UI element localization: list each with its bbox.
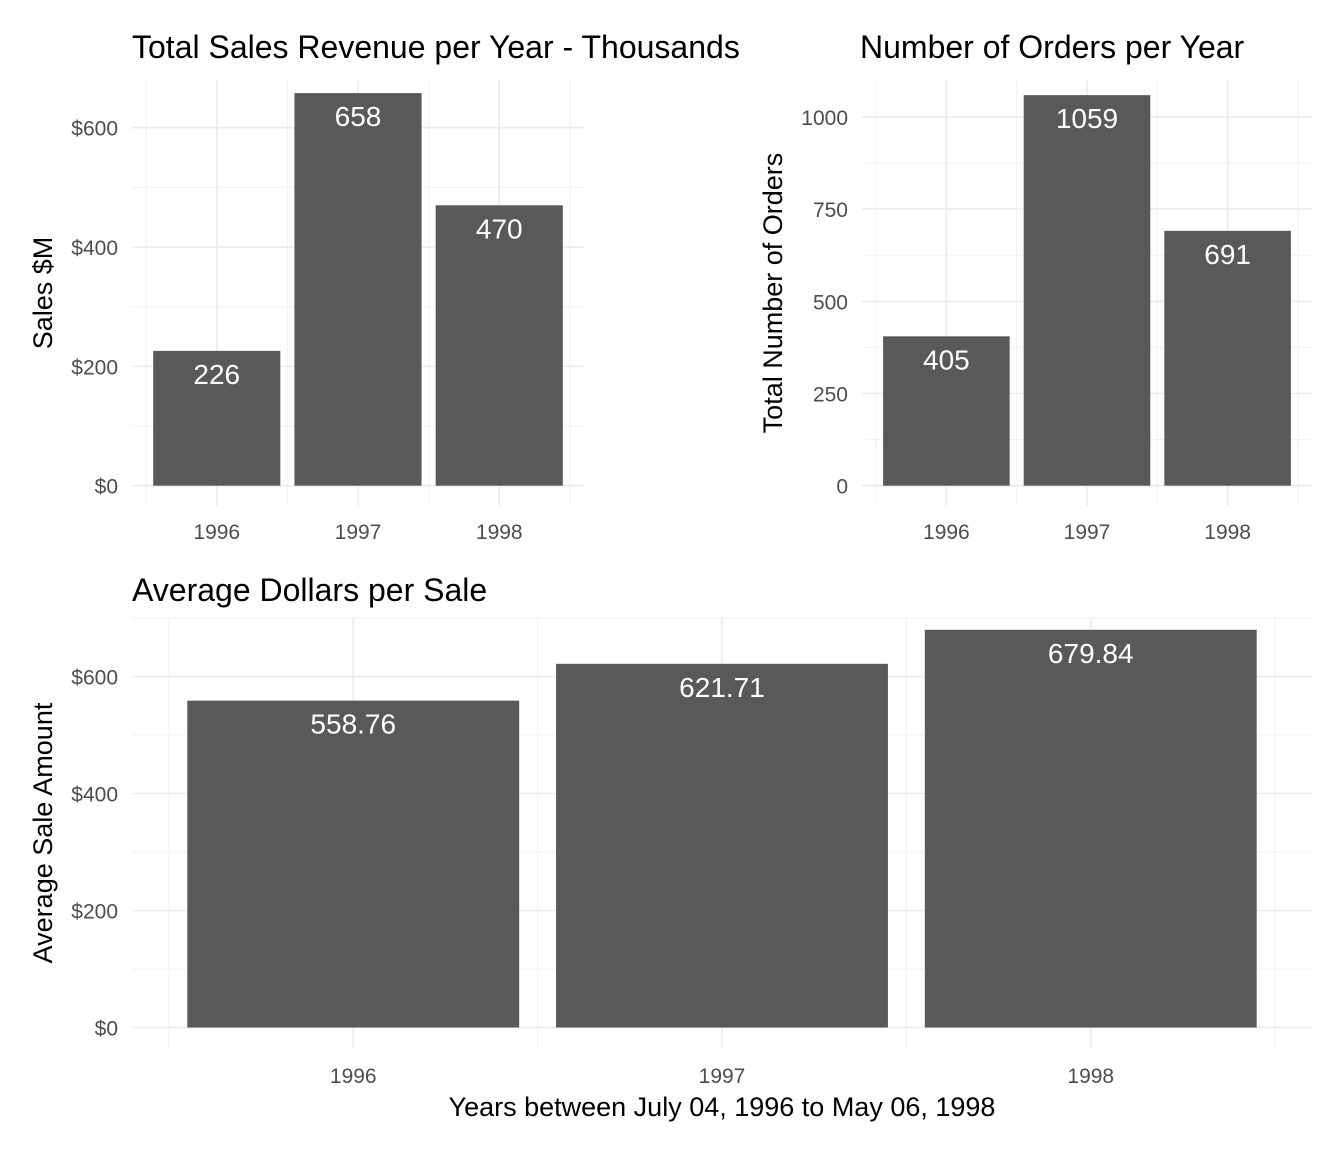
bar-value-labels: 405 1059 691 (923, 103, 1251, 375)
sales-revenue-chart: 226 658 470 $0 $200 $400 $600 1996 1997 1998 Total… (28, 29, 740, 544)
bar-value-labels: 558.76 621.71 679.84 (310, 638, 1133, 740)
bars (187, 629, 1257, 1028)
y-axis-title: Total Number of Orders (758, 153, 788, 434)
x-tick-label: 1996 (923, 521, 970, 544)
x-axis-title: Years between July 04, 1996 to May 06, 1… (449, 1092, 996, 1122)
x-tick-labels: 1996 1997 1998 (193, 521, 522, 544)
bar-value-label: 405 (923, 344, 970, 375)
bar-1997 (294, 93, 422, 486)
bars (883, 95, 1291, 486)
y-tick-labels: $0 $200 $400 $600 (71, 667, 118, 1041)
bar-value-label: 691 (1204, 239, 1251, 270)
bar-1996 (883, 336, 1010, 486)
x-tick-label: 1997 (1064, 521, 1111, 544)
y-tick-label: 750 (813, 199, 848, 222)
y-tick-label: $0 (95, 476, 118, 499)
average-sale-chart: 558.76 621.71 679.84 $0 $200 $400 $600 1996 1997… (28, 572, 1312, 1122)
y-tick-label: 0 (836, 476, 848, 499)
bar-value-label: 679.84 (1048, 638, 1134, 669)
x-tick-label: 1997 (335, 521, 382, 544)
orders-count-chart: 405 1059 691 0 250 500 750 1000 1996 1997 1998 Numb… (758, 29, 1312, 544)
y-tick-label: $600 (71, 118, 118, 141)
bar-1998 (435, 205, 563, 486)
y-tick-label: $0 (95, 1018, 118, 1041)
bar-value-label: 658 (335, 101, 382, 132)
bar-value-labels: 226 658 470 (193, 101, 522, 390)
x-tick-labels: 1996 1997 1998 (330, 1065, 1114, 1088)
x-tick-label: 1996 (330, 1065, 377, 1088)
y-tick-label: 500 (813, 291, 848, 314)
bar-value-label: 1059 (1056, 103, 1118, 134)
chart-title: Number of Orders per Year (860, 29, 1245, 65)
bars (153, 93, 563, 486)
y-tick-labels: 0 250 500 750 1000 (801, 107, 848, 499)
x-tick-label: 1996 (193, 521, 240, 544)
x-tick-label: 1998 (1067, 1065, 1114, 1088)
y-tick-label: 250 (813, 384, 848, 407)
x-tick-label: 1998 (1204, 521, 1251, 544)
bar-value-label: 621.71 (679, 672, 765, 703)
bar-value-label: 558.76 (310, 709, 396, 740)
bar-1996 (187, 700, 520, 1028)
x-tick-labels: 1996 1997 1998 (923, 521, 1251, 544)
y-tick-label: 1000 (801, 107, 848, 130)
bar-1997 (556, 663, 888, 1028)
y-axis-title: Sales $M (28, 237, 58, 350)
bar-1998 (1164, 230, 1291, 486)
y-tick-label: $200 (71, 356, 118, 379)
y-tick-labels: $0 $200 $400 $600 (71, 118, 118, 499)
y-tick-label: $400 (71, 784, 118, 807)
bar-1997 (1023, 95, 1151, 486)
y-tick-label: $400 (71, 237, 118, 260)
y-tick-label: $600 (71, 667, 118, 690)
bar-value-label: 226 (193, 359, 240, 390)
y-tick-label: $200 (71, 901, 118, 924)
chart-title: Average Dollars per Sale (132, 572, 487, 608)
bar-value-label: 470 (476, 213, 523, 244)
x-tick-label: 1998 (476, 521, 523, 544)
chart-title: Total Sales Revenue per Year - Thousands (132, 29, 740, 65)
y-axis-title: Average Sale Amount (28, 702, 58, 963)
bar-1998 (924, 629, 1257, 1028)
bar-1996 (153, 350, 281, 486)
x-tick-label: 1997 (699, 1065, 746, 1088)
